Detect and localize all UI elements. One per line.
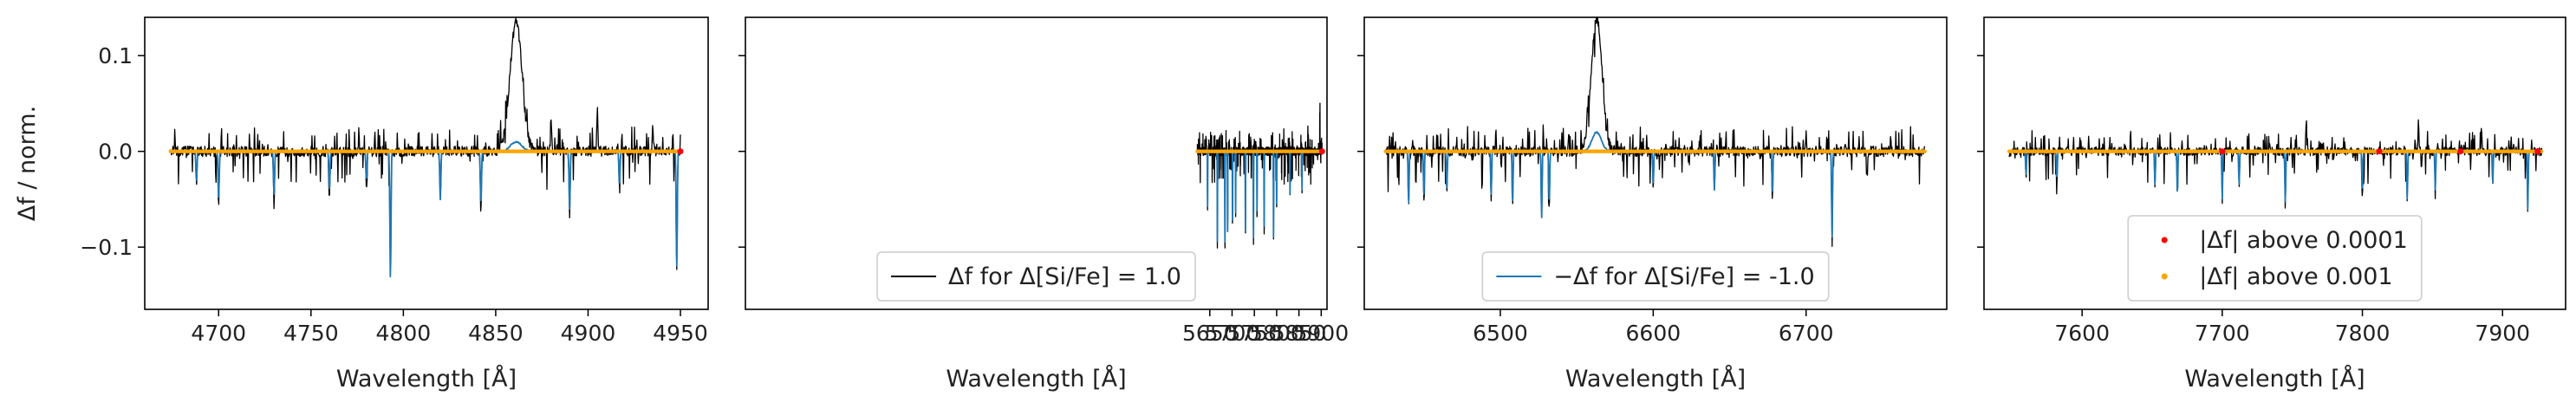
legend: −Δf for Δ[Si/Fe] = -1.0 — [1481, 251, 1830, 302]
x-tick-label: 7600 — [2054, 321, 2110, 346]
red-point — [2534, 148, 2541, 155]
x-tick-label: 4900 — [561, 321, 616, 346]
plot-area — [1383, 17, 1927, 247]
axes-frame — [1983, 16, 2566, 310]
plot-area — [2007, 119, 2544, 212]
chart-panel-3: 6500 6600 6700 Wavelength [Å] −Δf for Δ[Si/F… — [1357, 16, 1948, 393]
red-points-series — [677, 148, 684, 155]
orange-points-series — [168, 149, 682, 153]
positive-diff-line — [1196, 102, 1323, 249]
y-axis-label: Δf / norm. — [14, 106, 41, 221]
legend-point-swatch — [2161, 237, 2168, 243]
negative-diff-line — [1196, 150, 1324, 243]
y-tick-label: −0.1 — [80, 235, 133, 260]
y-tick-label: 0.0 — [98, 140, 133, 165]
axes-frame — [745, 16, 1328, 310]
red-points-series — [1318, 148, 1325, 155]
plot-area — [1195, 102, 1325, 249]
x-tick-label: 4700 — [191, 321, 246, 346]
axes-frame — [144, 16, 709, 310]
chart-panel-1: 4700 4750 4800 4850 4900 4950 −0.1 0.0 0.1 Wavele… — [14, 16, 709, 393]
x-tick-label: 7800 — [2335, 321, 2391, 346]
legend-box — [876, 251, 1196, 302]
x-tick-label: 5750 — [1226, 321, 1282, 346]
x-tick-label: 5800 — [1249, 321, 1304, 346]
orange-point — [1922, 149, 1927, 153]
x-tick-label: 5850 — [1272, 321, 1327, 346]
red-point — [2219, 148, 2226, 155]
positive-diff-line — [2008, 119, 2543, 212]
legend: |Δf| above 0.0001 |Δf| above 0.001 — [2127, 215, 2423, 302]
x-tick-label: 4850 — [468, 321, 524, 346]
legend-entry-label: Δf for Δ[Si/Fe] = 1.0 — [948, 263, 1181, 290]
x-tick-label: 5900 — [1294, 321, 1350, 346]
legend-entry-label: −Δf for Δ[Si/Fe] = -1.0 — [1553, 263, 1814, 290]
orange-points-series — [1383, 149, 1927, 153]
x-tick-label: 4800 — [376, 321, 432, 346]
x-axis-label: Wavelength [Å] — [946, 365, 1126, 393]
negative-diff-line — [170, 140, 681, 278]
x-tick-label: 7900 — [2475, 321, 2530, 346]
plot-area — [168, 17, 684, 278]
red-point — [2457, 148, 2464, 155]
x-axis-label: Wavelength [Å] — [336, 365, 517, 393]
legend-point-swatch — [2161, 273, 2168, 280]
positive-diff-line — [170, 17, 681, 270]
red-point — [677, 148, 684, 155]
x-axis-label: Wavelength [Å] — [2184, 365, 2365, 393]
x-tick-label: 5650 — [1182, 321, 1238, 346]
legend-entry-label: |Δf| above 0.001 — [2199, 263, 2392, 290]
x-tick-label: 4950 — [653, 321, 708, 346]
x-tick-label: 6700 — [1779, 321, 1834, 346]
axes-frame — [1363, 16, 1948, 310]
x-tick-label: 6600 — [1626, 321, 1682, 346]
legend-box — [2127, 215, 2423, 302]
chart-panel-4: 7600 7700 7800 7900 Wavelength [Å] |Δf| above… — [1977, 16, 2566, 393]
x-tick-label: 5700 — [1205, 321, 1260, 346]
y-tick-label: 0.1 — [98, 43, 133, 68]
red-point — [2376, 148, 2383, 155]
red-points-series — [2219, 148, 2541, 155]
orange-points-series — [2007, 149, 2544, 153]
legend-entry-label: |Δf| above 0.0001 — [2199, 227, 2408, 254]
legend: Δf for Δ[Si/Fe] = 1.0 — [876, 251, 1196, 302]
legend-box — [1481, 251, 1830, 302]
x-tick-label: 6500 — [1473, 321, 1528, 346]
positive-diff-line — [1385, 17, 1926, 247]
x-tick-label: 7700 — [2195, 321, 2250, 346]
red-point — [1318, 148, 1325, 155]
x-axis-label: Wavelength [Å] — [1565, 365, 1746, 393]
x-tick-label: 4750 — [283, 321, 339, 346]
orange-points-series — [1195, 149, 1323, 153]
